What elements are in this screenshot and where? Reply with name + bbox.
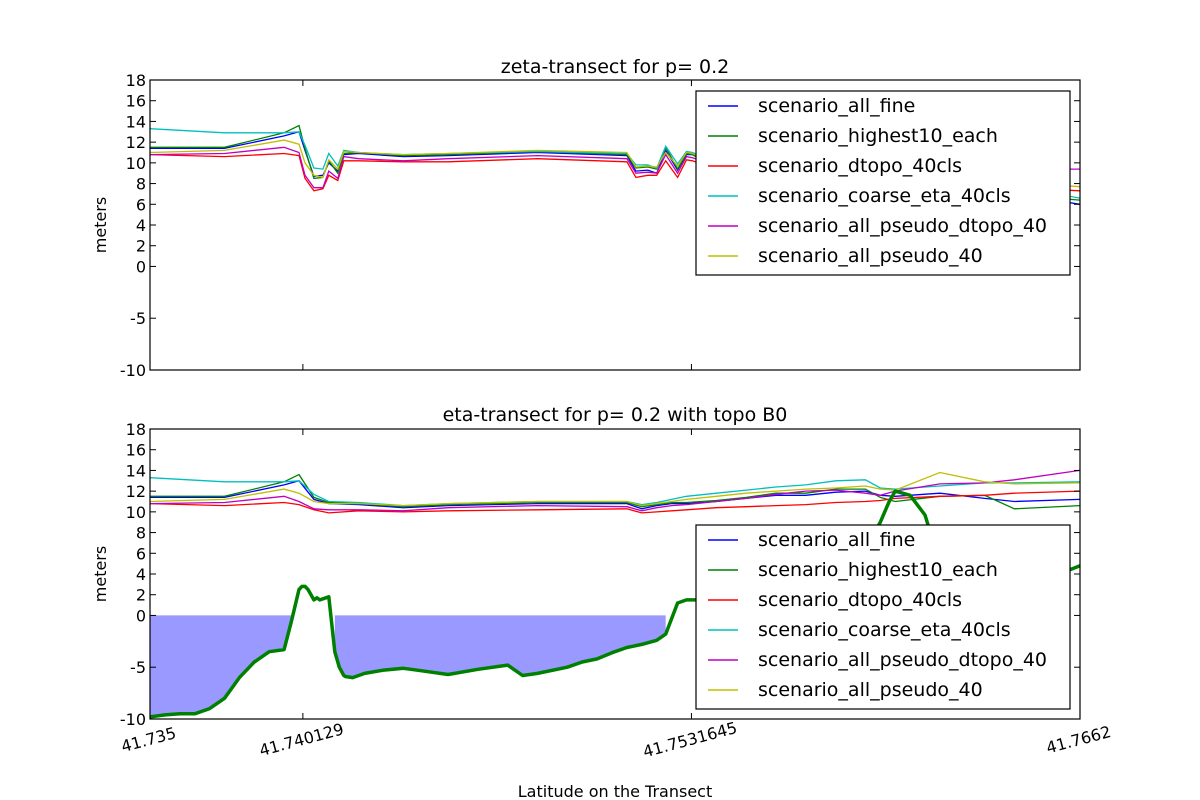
y-tick-label: -5 <box>130 309 146 328</box>
y-tick-label: 0 <box>136 606 146 625</box>
x-tick-label: 41.7662 <box>1044 722 1113 757</box>
eta-ylabel: meters <box>91 546 110 602</box>
y-tick-label: 4 <box>136 216 146 235</box>
y-tick-label: 16 <box>126 441 146 460</box>
legend-label: scenario_all_pseudo_dtopo_40 <box>758 215 1047 237</box>
y-tick-label: 14 <box>126 461 146 480</box>
y-tick-label: 10 <box>126 503 146 522</box>
y-tick-label: 4 <box>136 565 146 584</box>
y-tick-label: -5 <box>130 658 146 677</box>
y-tick-label: 2 <box>136 237 146 256</box>
y-tick-label: 12 <box>126 482 146 501</box>
zeta-chart-title: zeta-transect for p= 0.2 <box>501 56 729 78</box>
x-tick-label: 41.740129 <box>257 719 346 760</box>
water-fill <box>150 615 785 717</box>
legend-label: scenario_all_fine <box>758 95 915 117</box>
series-line-scenario_all_pseudo_40 <box>150 471 1080 507</box>
y-tick-label: 18 <box>126 420 146 439</box>
y-tick-label: 14 <box>126 112 146 131</box>
legend-label: scenario_dtopo_40cls <box>758 155 962 177</box>
y-tick-label: 8 <box>136 524 146 543</box>
series-line-scenario_all_fine <box>150 480 1080 510</box>
y-tick-label: 10 <box>126 154 146 173</box>
legend-label: scenario_all_pseudo_dtopo_40 <box>758 649 1047 671</box>
zeta-ylabel: meters <box>91 197 110 253</box>
y-tick-label: 8 <box>136 175 146 194</box>
series-line-scenario_coarse_eta_40cls <box>150 477 1080 507</box>
legend-box <box>695 90 1071 276</box>
legend-label: scenario_coarse_eta_40cls <box>758 619 1011 641</box>
zeta-transect-panel: zeta-transect for p= 0.2 meters -10 -5 02 4… <box>91 56 1081 380</box>
legend-label: scenario_all_pseudo_40 <box>758 679 983 701</box>
series-line-scenario_all_pseudo_dtopo_40 <box>150 469 1080 512</box>
legend-box <box>695 524 1071 710</box>
x-tick-label: 41.7531645 <box>641 718 739 761</box>
legend-label: scenario_all_pseudo_40 <box>758 245 983 267</box>
y-tick-label: -10 <box>120 361 146 380</box>
x-axis-label: Latitude on the Transect <box>518 782 713 800</box>
legend-label: scenario_coarse_eta_40cls <box>758 185 1011 207</box>
plot-area <box>150 469 1080 719</box>
legend-label: scenario_dtopo_40cls <box>758 589 962 611</box>
y-tick-label: 18 <box>126 71 146 90</box>
eta-chart-title: eta-transect for p= 0.2 with topo B0 <box>443 404 788 426</box>
legend-label: scenario_all_fine <box>758 529 915 551</box>
legend-label: scenario_highest10_each <box>758 125 998 147</box>
legend-label: scenario_highest10_each <box>758 559 998 581</box>
y-tick-label: 2 <box>136 586 146 605</box>
topography-line <box>150 489 1080 719</box>
legend: scenario_all_fine scenario_highest10_each… <box>695 90 1071 276</box>
y-tick-label: -10 <box>120 710 146 729</box>
y-tick-label: 12 <box>126 133 146 152</box>
eta-transect-panel: eta-transect for p= 0.2 with topo B0 met… <box>91 404 1113 761</box>
y-tick-label: 6 <box>136 195 146 214</box>
y-tick-label: 0 <box>136 257 146 276</box>
legend: scenario_all_fine scenario_highest10_each… <box>695 524 1071 710</box>
y-tick-label: 6 <box>136 544 146 563</box>
y-tick-label: 16 <box>126 92 146 111</box>
